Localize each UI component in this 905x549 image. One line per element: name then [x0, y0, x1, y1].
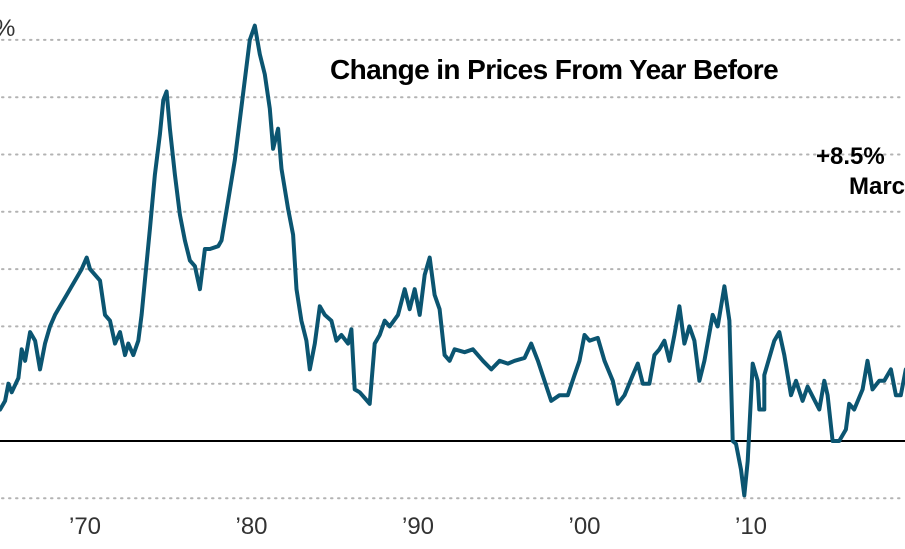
x-tick-label: ’70: [69, 513, 101, 540]
latest-date-annotation: Marc: [849, 173, 905, 200]
series-layer: [0, 23, 905, 498]
x-tick-label: ’80: [235, 513, 267, 540]
x-tick-label: ’00: [568, 513, 600, 540]
x-tick-label: ’10: [735, 513, 767, 540]
gridlines: [0, 38, 905, 500]
x-axis-ticks: ’70’80’90’00’10’: [69, 513, 767, 540]
series-line: [0, 23, 905, 498]
x-tick-label: ’90: [402, 513, 434, 540]
latest-value-annotation: +8.5%: [816, 143, 885, 170]
chart-title: Change in Prices From Year Before: [330, 54, 778, 85]
y-axis-unit-label: %: [0, 15, 15, 42]
